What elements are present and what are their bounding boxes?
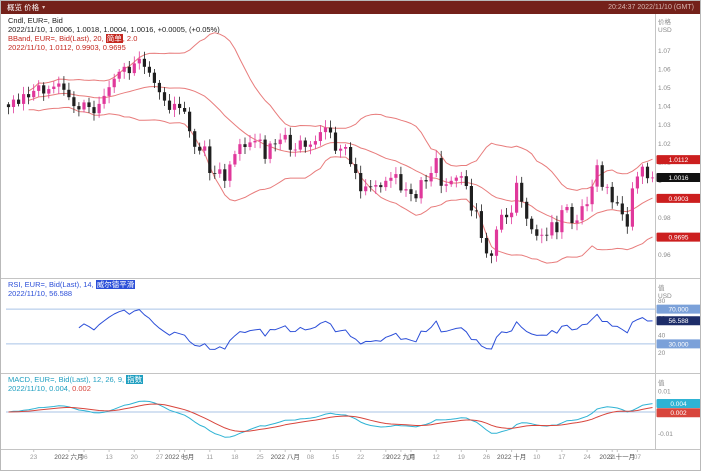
title-bar: 概览 价格 ▾ 20:24:37 2022/11/10 (GMT) (1, 1, 700, 14)
price-axis: 1.071.061.051.041.031.021.0110.990.980.9… (658, 17, 673, 438)
svg-text:2022 十一月: 2022 十一月 (599, 452, 635, 461)
main-chart-legend[interactable]: Cndl, EUR=, Bid 2022/11/10, 1.0006, 1.00… (8, 16, 220, 52)
svg-text:20: 20 (658, 350, 666, 357)
svg-text:2022 八月: 2022 八月 (271, 453, 300, 461)
svg-text:0.01: 0.01 (658, 388, 671, 395)
svg-text:31: 31 (609, 454, 617, 461)
macd-legend-values: 2022/11/10, 0.004, 0.002 (8, 384, 91, 393)
rsi-legend[interactable]: RSI, EUR=, Bid(Last), 14, 威尔德平滑 2022/11/… (8, 280, 136, 298)
svg-text:值: 值 (658, 378, 665, 387)
svg-text:25: 25 (256, 454, 264, 461)
rsi-legend-value: 2022/11/10, 56.588 (8, 289, 73, 298)
svg-text:1.0112: 1.0112 (669, 157, 689, 164)
svg-text:08: 08 (307, 454, 315, 461)
svg-text:2022 六月: 2022 六月 (54, 452, 83, 461)
bband-legend-series: BBand, EUR=, Bid(Last), 20, 简单, 2.0 (8, 34, 138, 43)
svg-text:22: 22 (357, 454, 365, 461)
svg-text:1.0016: 1.0016 (669, 175, 689, 182)
svg-text:30.000: 30.000 (669, 341, 689, 348)
svg-text:0.96: 0.96 (658, 252, 671, 259)
rsi-legend-series: RSI, EUR=, Bid(Last), 14, 威尔德平滑 (8, 280, 136, 289)
svg-text:值: 值 (658, 283, 665, 292)
svg-text:20: 20 (131, 454, 139, 461)
view-selector[interactable]: 概览 价格 ▾ (7, 2, 45, 13)
svg-text:0.002: 0.002 (670, 410, 687, 417)
svg-text:07: 07 (634, 454, 642, 461)
svg-text:04: 04 (181, 454, 189, 461)
candles-layer (6, 51, 655, 264)
chevron-down-icon: ▾ (42, 5, 46, 11)
bband-type-highlight: 简单 (105, 34, 123, 43)
svg-text:USD: USD (658, 27, 672, 34)
svg-text:11: 11 (206, 454, 213, 461)
svg-text:06: 06 (80, 454, 88, 461)
svg-text:1.05: 1.05 (658, 85, 671, 92)
svg-text:18: 18 (231, 454, 239, 461)
svg-text:0.98: 0.98 (658, 215, 671, 222)
svg-text:2022 十月: 2022 十月 (497, 452, 526, 461)
svg-text:-0.01: -0.01 (658, 431, 673, 438)
svg-text:29: 29 (382, 454, 390, 461)
bband-legend-values: 2022/11/10, 1.0112, 0.9903, 0.9695 (8, 43, 126, 52)
svg-text:56.588: 56.588 (669, 318, 689, 325)
svg-text:1.06: 1.06 (658, 67, 671, 74)
svg-text:27: 27 (156, 454, 164, 461)
rsi-smoothing-highlight: 威尔德平滑 (95, 280, 136, 289)
macd-lines (6, 400, 655, 438)
candle-legend-ohlc: 2022/11/10, 1.0006, 1.0018, 1.0004, 1.00… (8, 25, 220, 34)
view-selector-label: 概览 价格 (7, 3, 40, 12)
svg-text:1.07: 1.07 (658, 48, 671, 55)
svg-text:10: 10 (533, 454, 541, 461)
svg-text:70.000: 70.000 (669, 307, 689, 314)
macd-legend[interactable]: MACD, EUR=, Bid(Last), 12, 26, 9, 指数 202… (8, 375, 144, 393)
svg-text:0.9695: 0.9695 (669, 234, 689, 241)
macd-legend-series: MACD, EUR=, Bid(Last), 12, 26, 9, 指数 (8, 375, 144, 384)
svg-text:USD: USD (658, 293, 672, 300)
svg-text:40: 40 (658, 333, 666, 340)
svg-text:2022 九月: 2022 九月 (386, 452, 415, 461)
svg-text:05: 05 (407, 454, 415, 461)
rsi-reference-lines (6, 308, 655, 345)
svg-text:19: 19 (458, 454, 466, 461)
svg-text:1.02: 1.02 (658, 141, 671, 148)
svg-text:80: 80 (658, 298, 666, 305)
svg-text:2022 七月: 2022 七月 (165, 452, 194, 461)
svg-text:12: 12 (433, 454, 441, 461)
timestamp: 20:24:37 2022/11/10 (GMT) (608, 4, 694, 11)
rsi-line (78, 309, 653, 350)
svg-text:0.004: 0.004 (670, 401, 687, 408)
svg-text:1.04: 1.04 (658, 104, 671, 111)
panel-separators (1, 14, 700, 450)
macd-type-highlight: 指数 (126, 375, 144, 384)
candle-legend-series: Cndl, EUR=, Bid (8, 16, 63, 25)
svg-text:1.03: 1.03 (658, 122, 671, 129)
time-axis: 23 06 13 20 27 04 11 18 25 08 15 22 29 05 12 19 26 10 17 24… (30, 449, 642, 461)
svg-text:13: 13 (106, 454, 114, 461)
axis-badges: 1.0112 1.0016 0.9903 0.9695 70.000 56.588 30.0… (656, 155, 700, 418)
svg-text:23: 23 (30, 454, 38, 461)
svg-text:价格: 价格 (658, 17, 672, 26)
svg-text:26: 26 (483, 454, 491, 461)
svg-text:0.9903: 0.9903 (669, 196, 689, 203)
svg-text:15: 15 (332, 454, 340, 461)
svg-text:17: 17 (558, 454, 566, 461)
svg-text:24: 24 (583, 454, 591, 461)
